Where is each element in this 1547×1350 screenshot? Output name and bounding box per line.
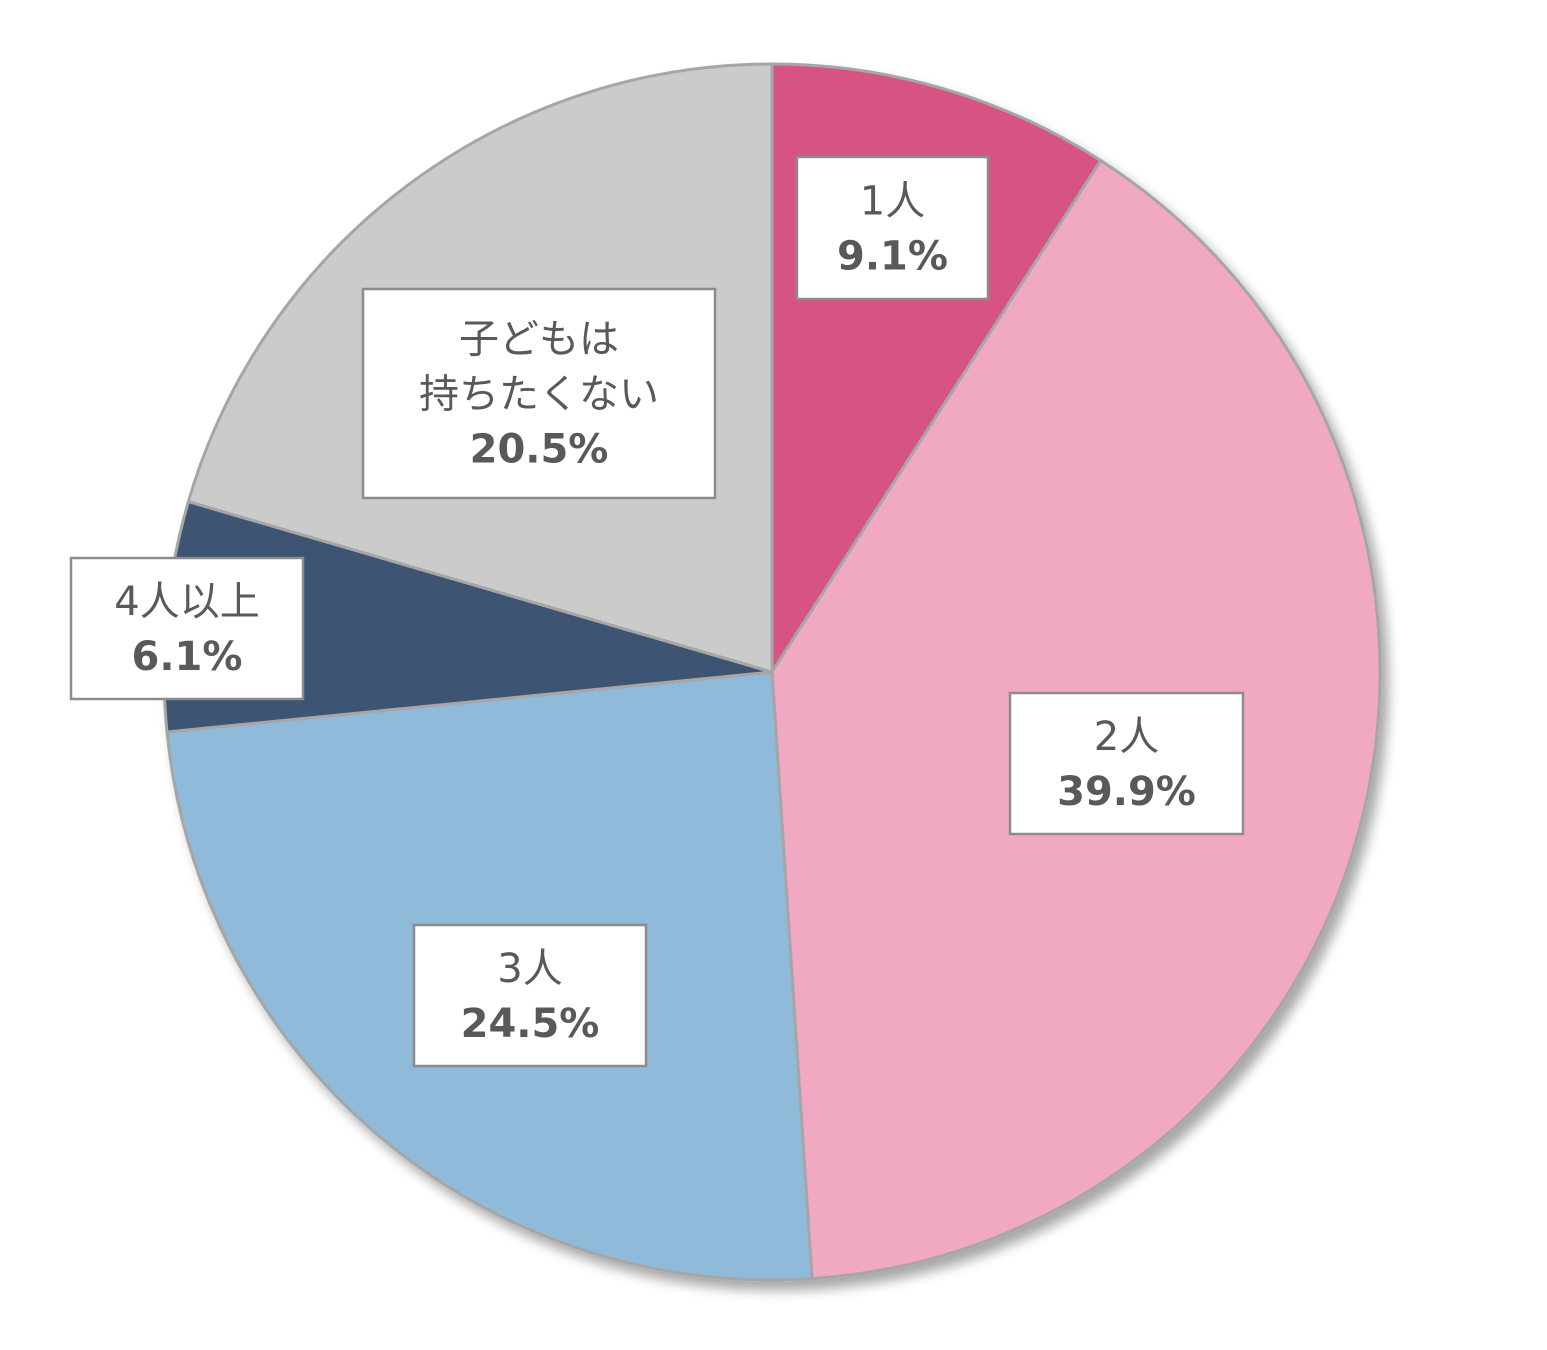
slice-category-label: 2人 <box>1094 714 1159 760</box>
slice-percent-label: 24.5% <box>461 1001 600 1047</box>
data-label-2: 2人 39.9% <box>1008 691 1245 836</box>
slice-category-label: 持ちたくない <box>419 372 659 418</box>
data-label-box <box>69 556 305 701</box>
data-label-1: 1人 9.1% <box>795 155 990 301</box>
slice-percent-label: 20.5% <box>470 427 609 473</box>
slice-category-label: 子どもは <box>459 317 619 363</box>
data-label-box <box>412 923 648 1068</box>
slice-category-label: 3人 <box>497 946 562 992</box>
data-label-box <box>361 287 717 500</box>
slice-percent-label: 39.9% <box>1057 769 1196 815</box>
data-label-box <box>795 155 990 301</box>
pie-slices <box>162 62 1382 1282</box>
slice-percent-label: 6.1% <box>132 634 243 680</box>
slice-category-label: 4人以上 <box>114 579 259 625</box>
data-label-3: 3人 24.5% <box>412 923 648 1068</box>
slice-category-label: 1人 <box>860 179 925 225</box>
data-label-box <box>1008 691 1245 836</box>
data-label-4: 4人以上 6.1% <box>69 556 305 701</box>
slice-percent-label: 9.1% <box>837 234 948 280</box>
